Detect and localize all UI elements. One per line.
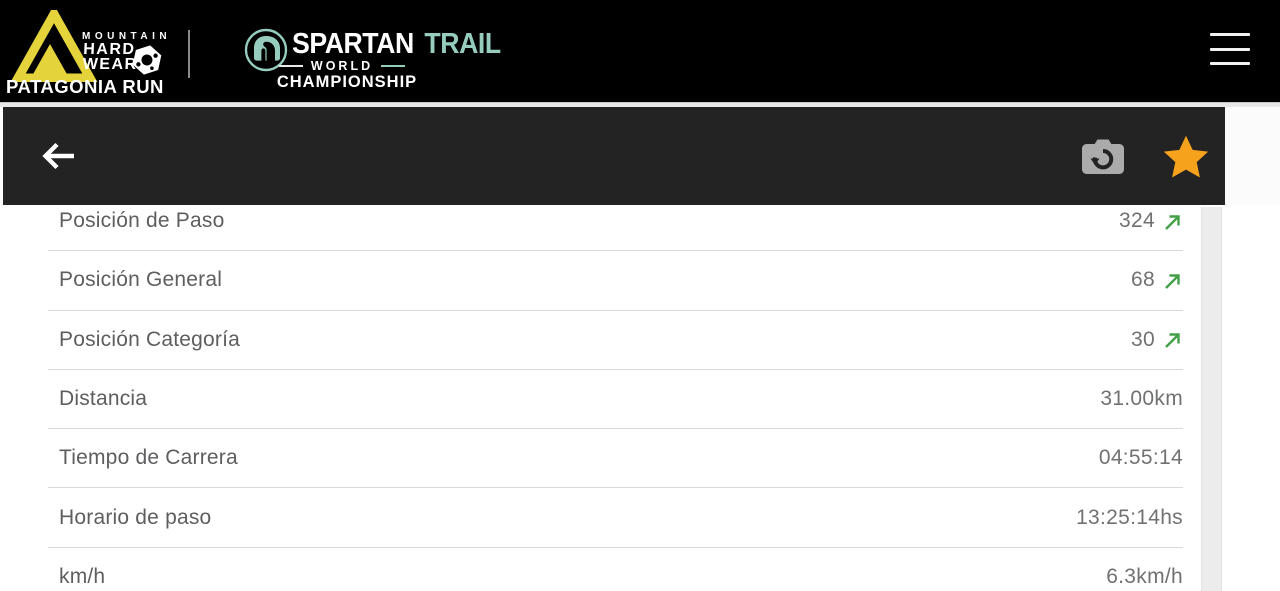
- stat-value-wrap: 04:55:14: [1099, 446, 1183, 470]
- camera-refresh-icon: [1082, 139, 1124, 174]
- stat-label: Distancia: [59, 387, 148, 411]
- spartan-helmet-icon: [244, 28, 288, 72]
- trend-up-icon: [1162, 212, 1183, 233]
- star-icon: [1163, 135, 1209, 178]
- stat-row-posicion-general: Posición General 68: [48, 251, 1183, 311]
- dash-right: [381, 65, 406, 67]
- spartan-label: SPARTAN: [292, 28, 414, 60]
- scrollbar-track[interactable]: [1201, 207, 1222, 591]
- stat-label: Horario de paso: [59, 505, 212, 529]
- stat-row-posicion-categoria: Posición Categoría 30: [48, 311, 1183, 370]
- spartan-trail-logo: SPARTAN TRAIL WORLD CHAMPIONSHIP: [228, 12, 501, 92]
- trend-up-icon: [1162, 271, 1183, 292]
- stat-value-wrap: 31.00km: [1100, 387, 1183, 411]
- header-gap-strip: [0, 102, 1280, 107]
- stat-value: 6.3km/h: [1106, 565, 1183, 589]
- stat-label: km/h: [59, 565, 106, 589]
- stats-panel: Posición de Paso 324 Posición General 68…: [0, 205, 1280, 591]
- arrow-left-icon: [42, 142, 74, 170]
- stat-row-posicion-de-paso: Posición de Paso 324: [48, 205, 1183, 252]
- back-button[interactable]: [39, 137, 79, 175]
- stat-label: Tiempo de Carrera: [59, 446, 238, 470]
- favorite-button[interactable]: [1163, 134, 1209, 180]
- stat-value: 13:25:14hs: [1076, 505, 1183, 529]
- stats-list: Posición de Paso 324 Posición General 68…: [0, 205, 1280, 591]
- stat-row-distancia: Distancia 31.00km: [48, 370, 1183, 430]
- trail-label: TRAIL: [424, 28, 501, 60]
- nut-icon: [132, 45, 162, 75]
- stat-value: 04:55:14: [1098, 446, 1183, 470]
- dash-left: [278, 65, 303, 67]
- mhw-mountain-label: MOUNTAIN: [82, 31, 172, 42]
- stat-row-horario-de-paso: Horario de paso 13:25:14hs: [48, 488, 1183, 548]
- stat-label: Posición de Paso: [59, 209, 225, 233]
- patagonia-run-label: PATAGONIA RUN: [6, 76, 164, 97]
- mountain-triangle-icon: [10, 10, 98, 82]
- stat-value-wrap: 6.3km/h: [1106, 565, 1183, 589]
- trend-up-icon: [1162, 330, 1183, 351]
- stat-value: 31.00km: [1100, 387, 1183, 411]
- subheader-toolbar: [3, 107, 1225, 205]
- camera-refresh-button[interactable]: [1080, 137, 1126, 177]
- stat-label: Posición Categoría: [59, 327, 241, 351]
- app-header: MOUNTAIN HARD WEAR PATAGONIA RUN SPARTAN…: [0, 0, 1280, 102]
- world-line: WORLD: [262, 59, 422, 73]
- stat-row-kmh: km/h 6.3km/h: [48, 548, 1183, 591]
- stat-value-wrap: 13:25:14hs: [1076, 506, 1183, 530]
- mountain-hardwear-patagonia-run-logo: MOUNTAIN HARD WEAR PATAGONIA RUN: [6, 8, 186, 100]
- menu-button[interactable]: [1210, 33, 1252, 65]
- championship-label: CHAMPIONSHIP: [276, 73, 418, 91]
- stat-value: 68: [1131, 268, 1155, 292]
- stat-label: Posición General: [59, 268, 223, 292]
- hamburger-icon: [1210, 62, 1250, 65]
- hamburger-icon: [1210, 33, 1250, 36]
- stat-value: 30: [1131, 327, 1155, 351]
- stat-value: 324: [1119, 209, 1155, 233]
- world-label: WORLD: [310, 59, 374, 73]
- spartan-wordmark: SPARTAN TRAIL: [292, 28, 501, 61]
- stat-row-tiempo-de-carrera: Tiempo de Carrera 04:55:14: [48, 429, 1183, 489]
- stat-value-wrap: 68: [1131, 268, 1183, 292]
- header-divider: [188, 30, 190, 78]
- hamburger-icon: [1210, 47, 1250, 51]
- stat-value-wrap: 30: [1131, 328, 1183, 352]
- stat-value-wrap: 324: [1119, 209, 1183, 233]
